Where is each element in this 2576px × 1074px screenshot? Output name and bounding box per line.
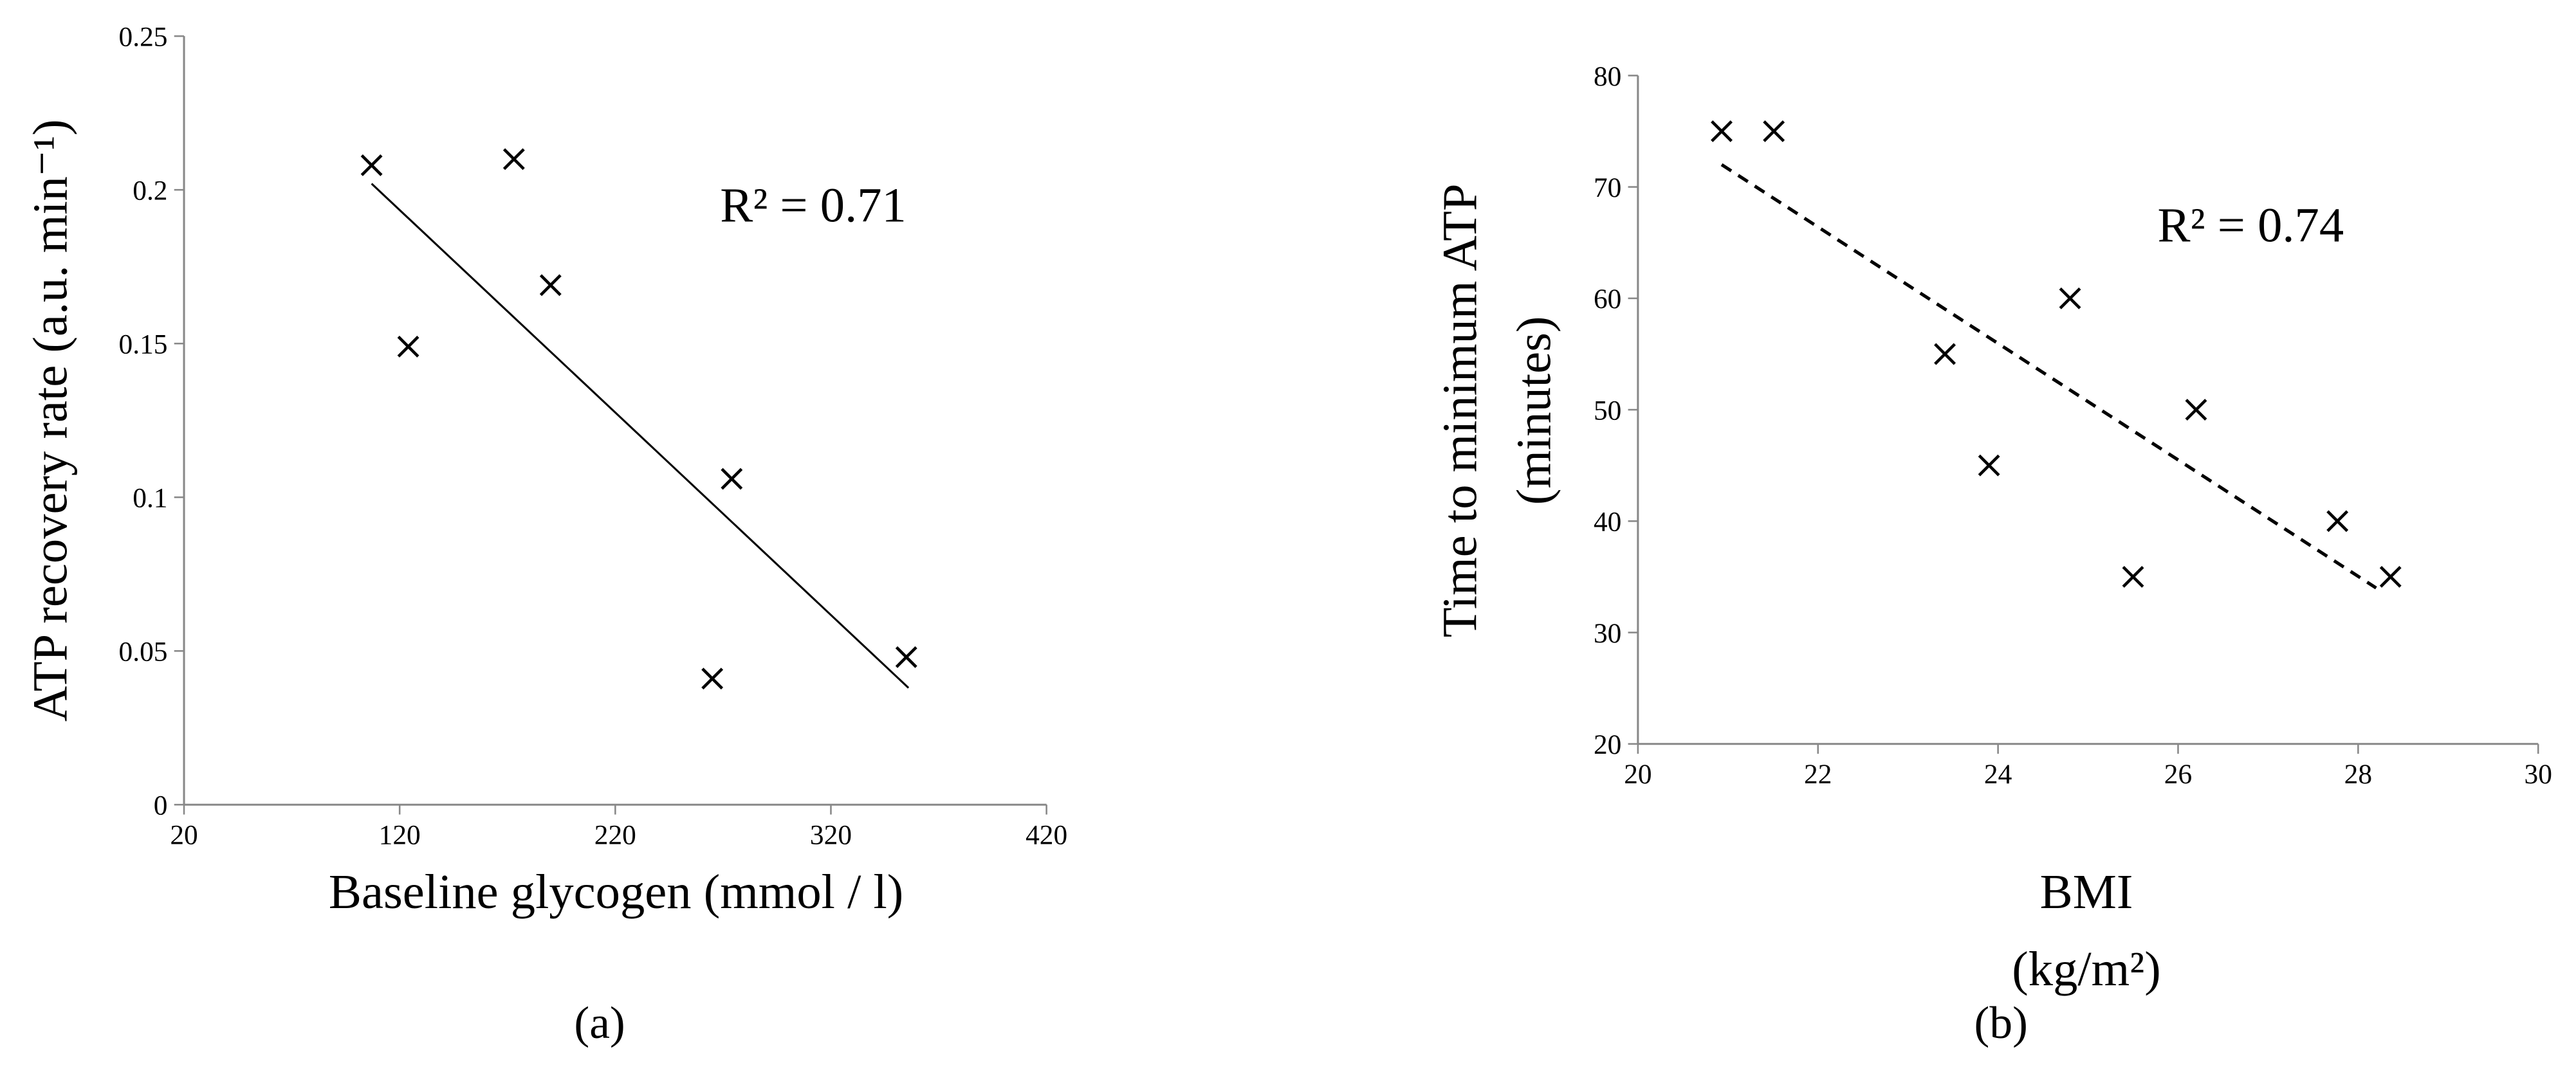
x-tick-label: 30 (2525, 759, 2552, 790)
y-tick-label: 0.25 (119, 21, 168, 52)
y-axis-label: Time to minimum ATP (1432, 183, 1487, 637)
x-tick-label: 420 (1026, 820, 1067, 851)
y-tick-label: 50 (1594, 395, 1621, 426)
marker (397, 336, 419, 358)
marker (2122, 565, 2144, 588)
trendline (371, 183, 910, 689)
y-tick-label: 0.15 (119, 329, 168, 360)
x-axis-label: BMI (2040, 864, 2133, 919)
y-tick-label: 30 (1594, 618, 1621, 649)
y-tick-label: 40 (1594, 507, 1621, 538)
x-tick-label: 24 (1984, 759, 2012, 790)
marker (895, 646, 917, 668)
marker (2326, 510, 2349, 532)
caption: (a) (574, 997, 625, 1048)
y-tick-label: 60 (1594, 284, 1621, 314)
marker (539, 274, 562, 296)
y-axis-label: ATP recovery rate (a.u. min⁻¹) (23, 119, 77, 722)
x-axis-label: Baseline glycogen (mmol / l) (329, 864, 903, 919)
annotation: R² = 0.74 (2158, 197, 2344, 252)
marker (1934, 343, 1956, 365)
marker (1978, 454, 2000, 477)
y-tick-label: 0.05 (119, 637, 168, 668)
x-tick-label: 220 (594, 820, 636, 851)
marker (1763, 120, 1785, 143)
x-tick-label: 120 (379, 820, 421, 851)
x-tick-label: 26 (2164, 759, 2192, 790)
y-tick-label: 0.1 (133, 483, 167, 514)
marker (701, 668, 724, 690)
x-tick-label: 20 (170, 820, 198, 851)
marker (2379, 565, 2402, 588)
marker (2059, 287, 2081, 309)
marker (721, 468, 743, 490)
marker (1711, 120, 1733, 143)
y-axis-label: (minutes) (1506, 316, 1561, 505)
x-tick-label: 20 (1624, 759, 1651, 790)
x-tick-label: 320 (810, 820, 852, 851)
x-tick-label: 28 (2344, 759, 2372, 790)
marker (2185, 399, 2207, 421)
y-tick-label: 0.2 (133, 176, 167, 206)
annotation: R² = 0.71 (720, 178, 906, 233)
x-tick-label: 22 (1804, 759, 1832, 790)
x-axis-label: (kg/m²) (2012, 942, 2160, 996)
y-tick-label: 70 (1594, 172, 1621, 203)
y-tick-label: 20 (1594, 729, 1621, 760)
marker (360, 154, 383, 176)
y-tick-label: 0 (154, 790, 168, 821)
caption: (b) (1974, 997, 2028, 1048)
marker (502, 148, 525, 170)
y-tick-label: 80 (1594, 61, 1621, 92)
